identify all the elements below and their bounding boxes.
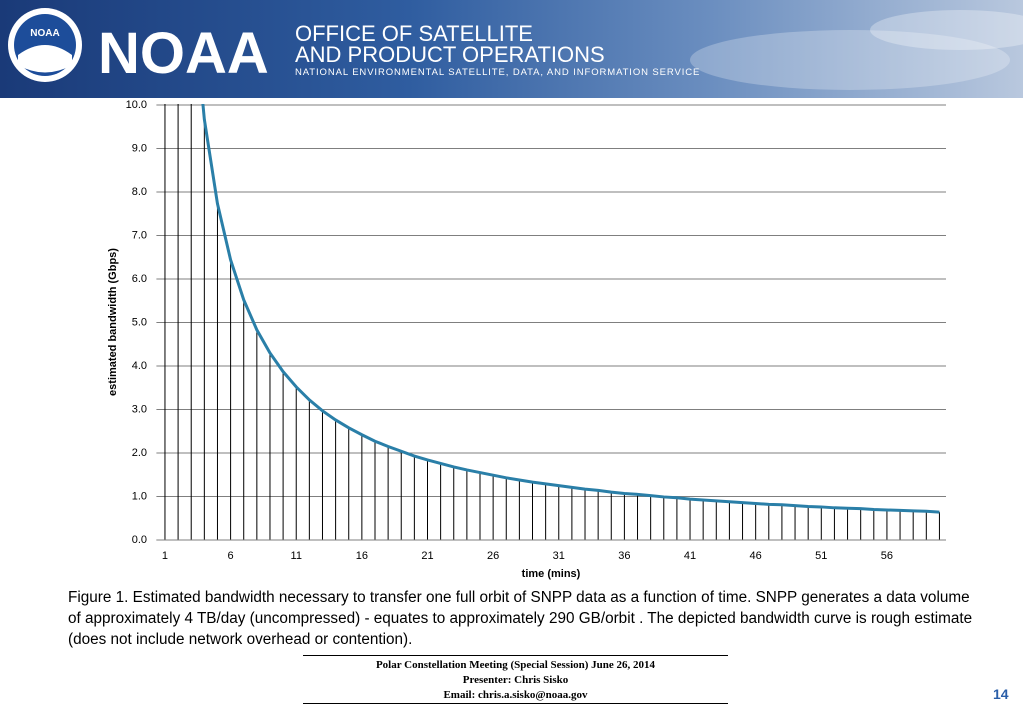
x-tick-label: 1	[162, 550, 168, 562]
chart: estimated bandwidth (Gbps) time (mins) 0…	[107, 99, 946, 580]
cloud	[690, 30, 1010, 90]
brand: NOAA	[98, 21, 269, 86]
x-tick-label: 6	[228, 550, 234, 562]
y-tick-label: 3.0	[132, 403, 147, 415]
header-banner: NOAA NOAA OFFICE OF SATELLITE AND PRODUC…	[0, 0, 1023, 98]
bandwidth-curve	[201, 104, 940, 514]
footer-line: Email: chris.a.sisko@noaa.gov	[443, 689, 588, 701]
y-tick-label: 7.0	[132, 229, 147, 241]
x-tick-label: 41	[684, 550, 696, 562]
logo-text: NOAA	[30, 28, 59, 39]
y-tick-label: 6.0	[132, 273, 147, 285]
x-tick-label: 31	[553, 550, 565, 562]
y-tick-label: 9.0	[132, 142, 147, 154]
header-art: NOAA NOAA OFFICE OF SATELLITE AND PRODUC…	[8, 8, 1023, 90]
caption: Figure 1. Estimated bandwidth necessary …	[68, 589, 973, 648]
y-tick-label: 4.0	[132, 360, 147, 372]
x-tick-label: 51	[815, 550, 827, 562]
y-tick-label: 2.0	[132, 447, 147, 459]
plot-area	[164, 104, 940, 540]
x-tick-label: 11	[291, 550, 302, 562]
y-tick-label: 5.0	[132, 316, 147, 328]
y-axis-label: estimated bandwidth (Gbps)	[107, 248, 119, 396]
y-tick-label: 8.0	[132, 186, 147, 198]
footer-line: Presenter: Chris Sisko	[462, 674, 569, 686]
cloud	[870, 10, 1023, 50]
x-tick-label: 36	[618, 550, 630, 562]
x-tick-label: 56	[881, 550, 893, 562]
office-line: AND PRODUCT OPERATIONS	[295, 42, 605, 67]
footer-line: Polar Constellation Meeting (Special Ses…	[375, 659, 656, 671]
y-tick-label: 0.0	[132, 534, 147, 546]
page-number: 14	[993, 686, 1009, 702]
x-axis-label: time (mins)	[522, 568, 581, 580]
y-tick-label: 1.0	[132, 490, 147, 502]
footer: Polar Constellation Meeting (Special Ses…	[303, 655, 728, 704]
service-line: NATIONAL ENVIRONMENTAL SATELLITE, DATA, …	[295, 67, 700, 78]
x-tick-label: 16	[356, 550, 368, 562]
y-tick-label: 10.0	[126, 99, 147, 111]
x-tick-label: 21	[421, 550, 433, 562]
logo-bird	[18, 45, 72, 73]
office-line: OFFICE OF SATELLITE	[295, 21, 533, 46]
x-tick-label: 46	[750, 550, 762, 562]
x-tick-label: 26	[487, 550, 499, 562]
